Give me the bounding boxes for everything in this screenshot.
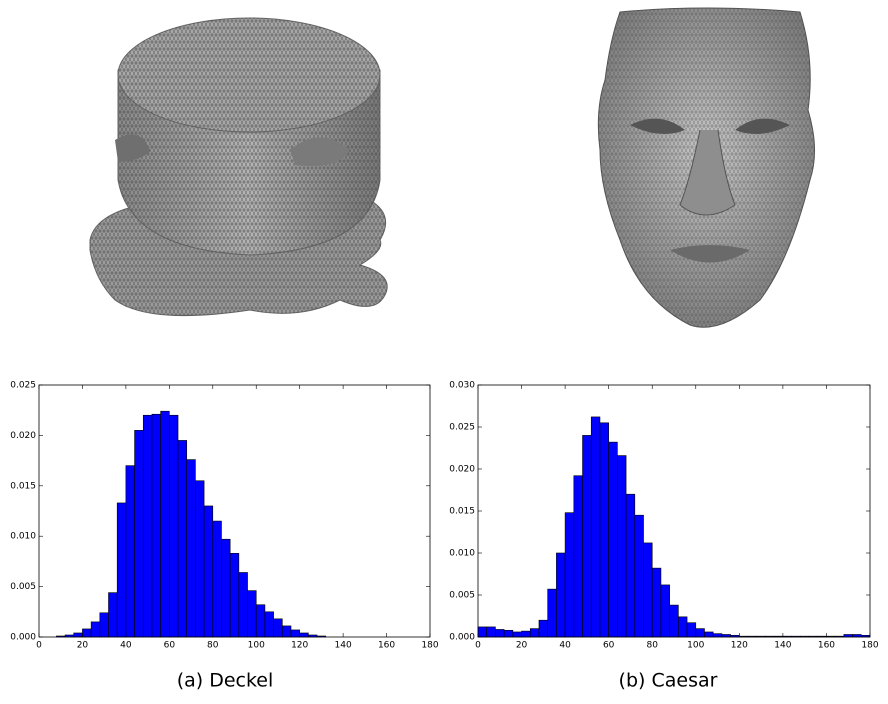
y-tick-label: 0.005 xyxy=(10,582,36,592)
caption: (b) Caesar xyxy=(619,670,718,692)
y-tick-label: 0.000 xyxy=(10,633,36,643)
histogram-chart: 0 20 40 60 80 100 120 140 160 180 0.000 0.005 0.010 0… xyxy=(10,381,439,651)
bar xyxy=(564,512,575,638)
bar xyxy=(634,514,644,638)
bar xyxy=(503,629,514,638)
caption: (a) Deckel xyxy=(177,670,274,692)
y-tick-label: 0.015 xyxy=(449,507,475,517)
y-tick-label: 0.010 xyxy=(449,549,475,559)
bar xyxy=(608,441,618,638)
bar xyxy=(195,480,205,638)
bar xyxy=(686,622,697,638)
axes-frame xyxy=(477,384,871,638)
bar xyxy=(82,628,92,638)
bar xyxy=(547,588,557,638)
y-tick-label: 0.000 xyxy=(449,633,475,643)
bar xyxy=(151,413,161,638)
bar xyxy=(90,621,101,638)
bar xyxy=(212,520,222,638)
bar xyxy=(712,633,723,638)
bar xyxy=(660,584,670,638)
bar xyxy=(512,631,522,638)
y-tick-label: 0.010 xyxy=(10,532,36,542)
x-tick-label: 20 xyxy=(516,641,528,651)
bar xyxy=(290,629,300,638)
bar xyxy=(238,572,248,638)
bar xyxy=(169,414,179,638)
bar xyxy=(538,619,548,638)
bar xyxy=(229,553,240,638)
bar xyxy=(108,592,118,638)
bar xyxy=(177,440,188,638)
bar xyxy=(573,475,583,638)
bar xyxy=(625,493,636,638)
histogram-chart: 0 20 40 60 80 100 120 140 160 180 0.000 0.005 0.010 0… xyxy=(449,381,879,651)
x-tick-label: 140 xyxy=(774,641,791,651)
x-tick-label: 40 xyxy=(559,641,571,651)
bar xyxy=(556,552,566,638)
bar xyxy=(651,567,662,638)
bar xyxy=(590,416,601,638)
bar xyxy=(704,631,714,638)
bar xyxy=(255,604,266,638)
x-tick-label: 140 xyxy=(335,641,352,651)
bar xyxy=(678,616,688,638)
x-tick-label: 100 xyxy=(248,641,265,651)
bar xyxy=(299,632,309,638)
bar xyxy=(521,630,531,638)
y-tick-label: 0.025 xyxy=(10,381,36,391)
bar xyxy=(617,455,627,638)
x-tick-label: 180 xyxy=(421,641,438,651)
caesar-render xyxy=(597,7,816,328)
bar xyxy=(73,632,83,638)
bar xyxy=(160,410,170,638)
y-tick-label: 0.025 xyxy=(449,423,475,433)
y-tick-label: 0.020 xyxy=(449,465,475,475)
bar xyxy=(486,626,496,638)
x-tick-label: 120 xyxy=(291,641,308,651)
axes-frame xyxy=(38,384,431,638)
bar xyxy=(221,538,231,638)
x-tick-label: 100 xyxy=(687,641,704,651)
bar xyxy=(529,628,540,638)
y-tick-label: 0.020 xyxy=(10,431,36,441)
bar xyxy=(695,628,705,638)
bar xyxy=(247,590,257,638)
bar xyxy=(116,502,127,638)
x-tick-label: 180 xyxy=(861,641,878,651)
x-tick-label: 0 xyxy=(475,641,481,651)
x-tick-label: 80 xyxy=(646,641,658,651)
bar xyxy=(273,618,283,638)
x-tick-label: 160 xyxy=(818,641,835,651)
bar xyxy=(582,435,592,638)
x-tick-label: 40 xyxy=(120,641,132,651)
bar xyxy=(495,629,505,638)
bar xyxy=(477,626,488,638)
x-tick-label: 80 xyxy=(207,641,219,651)
deckel-render xyxy=(89,17,388,317)
bar xyxy=(599,422,609,638)
x-tick-label: 160 xyxy=(378,641,395,651)
bar xyxy=(134,430,144,638)
x-tick-label: 60 xyxy=(603,641,615,651)
bar xyxy=(125,465,135,638)
bar xyxy=(186,459,196,638)
y-tick-label: 0.030 xyxy=(449,381,475,391)
bar xyxy=(203,505,214,638)
bar xyxy=(99,612,109,638)
y-tick-label: 0.015 xyxy=(10,481,36,491)
bar xyxy=(142,414,153,638)
bar xyxy=(281,625,292,638)
x-tick-label: 20 xyxy=(77,641,89,651)
x-tick-label: 60 xyxy=(164,641,176,651)
bar xyxy=(643,542,653,638)
bar xyxy=(264,611,274,638)
x-tick-label: 0 xyxy=(36,641,42,651)
y-tick-label: 0.005 xyxy=(449,591,475,601)
x-tick-label: 120 xyxy=(731,641,748,651)
bar xyxy=(669,604,679,638)
